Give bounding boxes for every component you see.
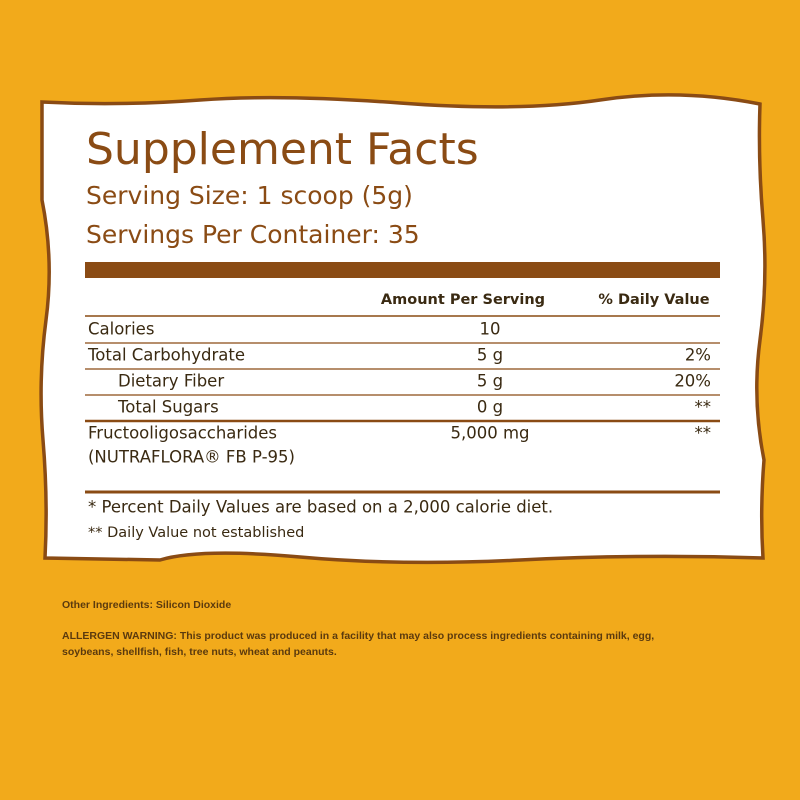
row-amount: 5,000 mg [450,424,529,443]
column-header: % Daily Value [598,292,709,308]
footnote: * Percent Daily Values are based on a 2,… [88,498,553,517]
rows: Calories 10 Total Carbohydrate 5 g 2% Dietary… [85,320,720,467]
row-label: Fructooligosaccharides [88,424,277,443]
other-ingredients: Other Ingredients: Silicon Dioxide [62,599,231,611]
servings-per-container: Servings Per Container: 35 [86,220,420,249]
row-amount: 0 g [477,398,503,417]
row-amount: 5 g [477,346,503,365]
allergen-warning: ALLERGEN WARNING: This product was produ… [62,630,654,642]
row-daily-value: ** [695,424,712,443]
row-daily-value: 2% [685,346,711,365]
column-header: Amount Per Serving [381,292,545,308]
row-label: Total Sugars [117,398,219,417]
row-label: Dietary Fiber [118,372,224,391]
title: Supplement Facts [86,124,479,175]
row-label: Total Carbohydrate [87,346,245,365]
allergen-warning: soybeans, shellfish, fish, tree nuts, wh… [62,646,337,658]
row-daily-value: ** [695,398,712,417]
thick-bar [85,262,720,278]
panel-border [39,93,767,565]
row-amount: 10 [480,320,501,339]
row-amount: 5 g [477,372,503,391]
row-daily-value: 20% [674,372,711,391]
row-label: (NUTRAFLORA® FB P-95) [88,448,295,467]
row-label: Calories [88,320,154,339]
footnote: ** Daily Value not established [88,525,304,541]
serving-size: Serving Size: 1 scoop (5g) [86,181,413,210]
